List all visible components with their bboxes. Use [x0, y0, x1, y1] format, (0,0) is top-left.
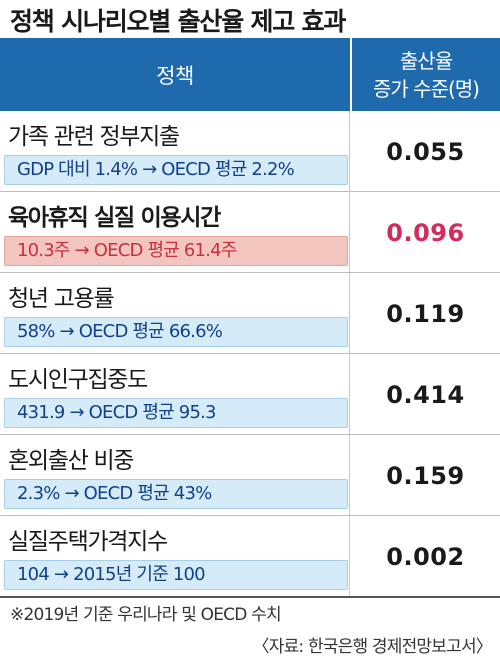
effect-value: 0.119	[386, 299, 465, 328]
header-divider	[350, 38, 352, 111]
policy-name: 육아휴직 실질 이용시간	[8, 205, 221, 231]
effect-value: 0.096	[386, 218, 465, 247]
chart-title: 정책 시나리오별 출산율 제고 효과	[10, 7, 346, 36]
table-row: 육아휴직 실질 이용시간 10.3주 → OECD 평균 61.4주 0.096	[0, 192, 500, 273]
footnote: ※2019년 기준 우리나라 및 OECD 수치	[10, 605, 282, 625]
table-row: 실질주택가격지수 104 → 2015년 기준 100 0.002	[0, 516, 500, 597]
scenario-bar: 10.3주 → OECD 평균 61.4주	[4, 236, 348, 266]
policy-cell: 청년 고용률 58% → OECD 평균 66.6%	[0, 273, 350, 354]
effect-value: 0.414	[386, 380, 465, 409]
source-note: 〈자료: 한국은행 경제전망보고서〉	[252, 637, 493, 657]
row-divider	[0, 434, 500, 435]
policy-name: 도시인구집중도	[8, 367, 148, 393]
policy-name: 가족 관련 정부지출	[8, 124, 180, 150]
table-row: 가족 관련 정부지출 GDP 대비 1.4% → OECD 평균 2.2% 0.05…	[0, 111, 500, 192]
table-row: 도시인구집중도 431.9 → OECD 평균 95.3 0.414	[0, 354, 500, 435]
scenario-bar: 431.9 → OECD 평균 95.3	[4, 398, 348, 428]
table-row: 청년 고용률 58% → OECD 평균 66.6% 0.119	[0, 273, 500, 354]
header-policy: 정책	[156, 63, 194, 88]
scenario-bar: 2.3% → OECD 평균 43%	[4, 479, 348, 509]
scenario-bar: 58% → OECD 평균 66.6%	[4, 317, 348, 347]
effect-value: 0.055	[386, 137, 465, 166]
table-header: 정책 출산율 증가 수준(명)	[0, 38, 500, 111]
policy-cell: 도시인구집중도 431.9 → OECD 평균 95.3	[0, 354, 350, 435]
row-divider	[0, 353, 500, 354]
row-divider	[0, 272, 500, 273]
policy-cell: 육아휴직 실질 이용시간 10.3주 → OECD 평균 61.4주	[0, 192, 350, 273]
policy-cell: 실질주택가격지수 104 → 2015년 기준 100	[0, 516, 350, 597]
header-effect-line2: 증가 수준(명)	[373, 76, 480, 101]
policy-cell: 가족 관련 정부지출 GDP 대비 1.4% → OECD 평균 2.2%	[0, 111, 350, 192]
row-divider	[0, 596, 500, 598]
table-row: 혼외출산 비중 2.3% → OECD 평균 43% 0.159	[0, 435, 500, 516]
policy-name: 청년 고용률	[8, 286, 115, 312]
row-divider	[0, 515, 500, 516]
effect-value: 0.002	[386, 542, 465, 571]
policy-name: 혼외출산 비중	[8, 448, 134, 474]
header-effect: 출산율 증가 수준(명)	[352, 38, 500, 111]
effect-value: 0.159	[386, 461, 465, 490]
policy-cell: 혼외출산 비중 2.3% → OECD 평균 43%	[0, 435, 350, 516]
scenario-bar: 104 → 2015년 기준 100	[4, 560, 348, 590]
scenario-bar: GDP 대비 1.4% → OECD 평균 2.2%	[4, 155, 348, 185]
header-effect-line1: 출산율	[399, 48, 453, 73]
row-divider	[0, 191, 500, 192]
policy-name: 실질주택가격지수	[8, 529, 168, 555]
